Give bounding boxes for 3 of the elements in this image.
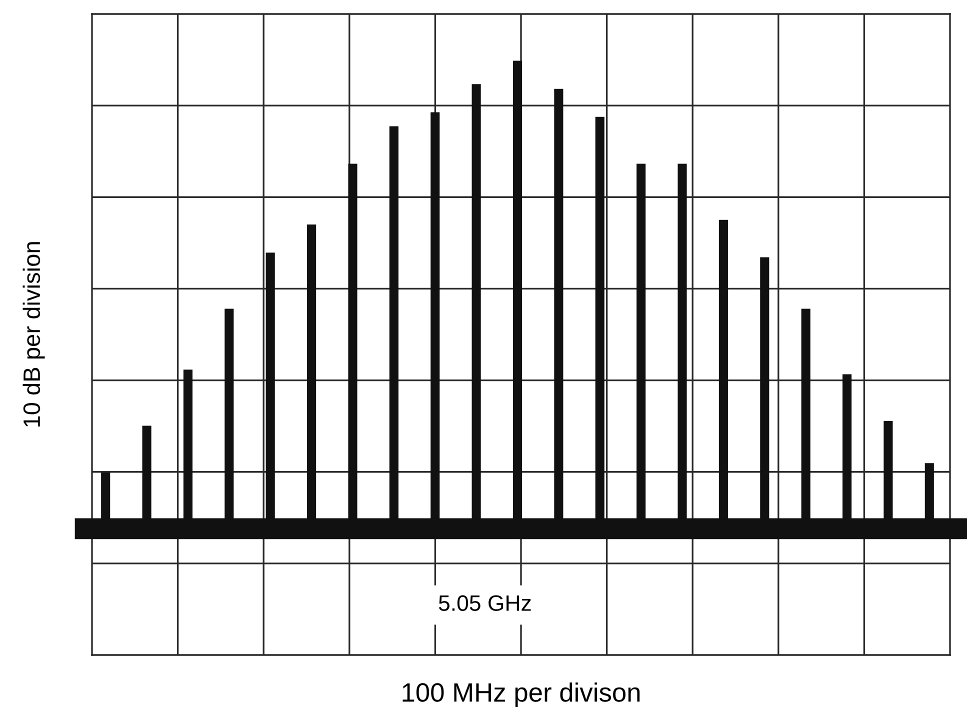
text: 100 MHz per divison bbox=[402, 682, 640, 708]
text: 5.05 GHz bbox=[438, 595, 531, 611]
y-axis-title: 10 dB per division bbox=[22, 242, 45, 427]
